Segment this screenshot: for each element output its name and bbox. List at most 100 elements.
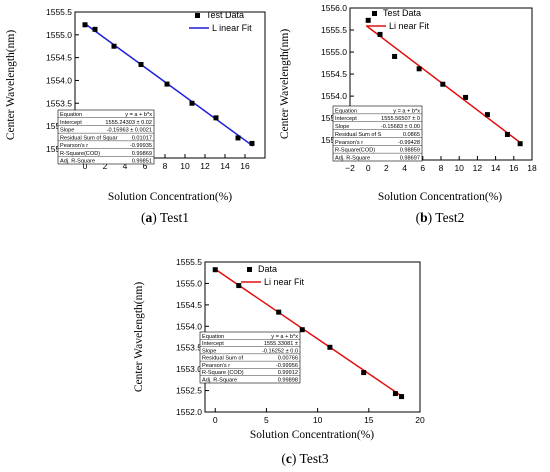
legend-label-data: Test Data bbox=[206, 10, 244, 20]
stats-row-label: Pearson's r bbox=[202, 363, 230, 369]
stats-row-value: 1555.56507 ± 0 bbox=[381, 116, 420, 122]
x-tick-label: 16 bbox=[509, 163, 519, 173]
x-tick-label: 0 bbox=[83, 161, 88, 171]
stats-row-value: y = a + b*x bbox=[125, 112, 152, 118]
legend-label-fit: L inear Fit bbox=[212, 23, 252, 33]
y-tick-label: 1554.5 bbox=[176, 300, 202, 310]
x-tick-label: 14 bbox=[491, 163, 501, 173]
stats-row-label: Pearson's r bbox=[335, 140, 363, 146]
x-tick-label: 2 bbox=[103, 161, 108, 171]
stats-row-label: Slope bbox=[60, 128, 74, 134]
legend-label-data: Test Data bbox=[383, 8, 421, 18]
fit-stats-table bbox=[199, 331, 301, 384]
y-tick-label: 1553.5 bbox=[176, 343, 202, 353]
data-point bbox=[392, 53, 398, 59]
x-tick-label: 0 bbox=[366, 163, 371, 173]
data-point bbox=[299, 327, 305, 333]
y-tick-label: 1553.5 bbox=[46, 98, 72, 108]
stats-row-label: Residual Sum of Squar bbox=[60, 135, 118, 141]
x-axis-label: Solution Concentration(%) bbox=[378, 191, 502, 203]
stats-row-label: Equation bbox=[60, 112, 82, 118]
y-tick-label: 1552.0 bbox=[176, 407, 202, 417]
stats-row-value: 0.99898 bbox=[278, 378, 298, 384]
data-point bbox=[236, 283, 242, 289]
x-tick-label: 10 bbox=[180, 161, 190, 171]
y-tick-label: 1556.0 bbox=[321, 3, 347, 13]
y-tick-label: 1555.0 bbox=[46, 30, 72, 40]
legend-label-data: Data bbox=[258, 264, 277, 274]
data-point bbox=[484, 112, 490, 118]
data-point bbox=[517, 141, 523, 147]
chart-panel-test3: 0 5 10 15 20 1552.0 1552.5 1553.0 1553.5 1554.0 15… bbox=[133, 257, 425, 466]
x-tick-label: 8 bbox=[163, 161, 168, 171]
stats-row-value: -0.99956 bbox=[276, 363, 298, 369]
data-point bbox=[111, 43, 117, 49]
x-tick-label: 15 bbox=[364, 415, 374, 425]
stats-row-label: Intercept bbox=[60, 120, 82, 126]
stats-row-value: -0.15963 ± 0.0021 bbox=[107, 128, 152, 134]
y-tick-label: 1555.5 bbox=[321, 25, 347, 35]
stats-row-label: Equation bbox=[202, 334, 224, 340]
x-tick-label: 2 bbox=[384, 163, 389, 173]
stats-row-value: -0.99428 bbox=[398, 140, 420, 146]
stats-row-value: -0.16252 ± 0.0 bbox=[262, 348, 298, 354]
x-tick-label: 5 bbox=[264, 415, 269, 425]
x-axis-label: Solution Concentration(%) bbox=[108, 191, 232, 203]
linear-fit-line bbox=[213, 267, 404, 398]
stats-row-value: 1555.33081 ± bbox=[264, 341, 298, 347]
x-tick-label: 8 bbox=[439, 163, 444, 173]
stats-row-value: 0.01017 bbox=[132, 135, 152, 141]
y-tick-label: 1553.0 bbox=[176, 364, 202, 374]
stats-row-label: R-Square(COD) bbox=[335, 148, 375, 154]
y-tick-label: 1555.0 bbox=[176, 278, 202, 288]
x-tick-label: 10 bbox=[454, 163, 464, 173]
stats-row-value: -0.99935 bbox=[130, 143, 152, 149]
legend-label-fit: Li near Fit bbox=[389, 21, 430, 31]
stats-row-label: Residual Sum of bbox=[202, 356, 243, 362]
data-point bbox=[327, 344, 333, 350]
y-tick-label: 1555.5 bbox=[46, 7, 72, 17]
data-point bbox=[365, 17, 371, 23]
stats-row-label: Adj. R-Square bbox=[335, 156, 370, 162]
y-tick-label: 1554.0 bbox=[46, 75, 72, 85]
legend-marker-data bbox=[372, 11, 377, 16]
x-tick-label: 12 bbox=[473, 163, 483, 173]
stats-row-label: Residual Sum of S bbox=[335, 132, 382, 138]
stats-row-value: 0.98697 bbox=[400, 156, 420, 162]
x-axis-label: Solution Concentration(%) bbox=[250, 429, 374, 441]
y-tick-label: 1552.5 bbox=[176, 386, 202, 396]
stats-row-label: Slope bbox=[335, 124, 349, 130]
y-tick-label: 1554.0 bbox=[321, 91, 347, 101]
chart-panel-test2: −20246810121416181553.01553.51554.01554.… bbox=[279, 3, 537, 225]
x-tick-label: 16 bbox=[240, 161, 250, 171]
x-tick-label: 18 bbox=[527, 163, 537, 173]
data-point bbox=[164, 81, 170, 87]
data-point bbox=[82, 22, 88, 28]
data-point bbox=[212, 267, 218, 273]
stats-row-label: Slope bbox=[202, 348, 216, 354]
stats-row-value: y = a + b*x bbox=[271, 334, 298, 340]
data-point bbox=[189, 100, 195, 106]
plot-frame bbox=[74, 11, 266, 159]
data-point bbox=[213, 115, 219, 121]
panel-caption: (b) Test2 bbox=[416, 210, 465, 225]
x-tick-label: 20 bbox=[415, 415, 425, 425]
chart-panel-test1: 02468101214161552.51553.01553.51554.0155… bbox=[5, 7, 266, 225]
data-point bbox=[276, 309, 282, 315]
stats-row-value: 0.99869 bbox=[132, 151, 152, 157]
panel-caption: (c) Test3 bbox=[281, 451, 328, 466]
stats-row-value: 0.0865 bbox=[403, 132, 420, 138]
legend-marker-data bbox=[195, 13, 200, 18]
stats-row-value: 0.99851 bbox=[132, 159, 152, 165]
stats-row-value: 1555.24303 ± 0.02 bbox=[105, 120, 152, 126]
x-tick-label: 14 bbox=[220, 161, 230, 171]
x-tick-label: 12 bbox=[200, 161, 210, 171]
panel-caption: (a) Test1 bbox=[141, 210, 189, 225]
data-point bbox=[377, 31, 383, 37]
data-point bbox=[463, 94, 469, 100]
x-tick-label: 4 bbox=[123, 161, 128, 171]
y-axis-label: Center Wavelength(nm) bbox=[5, 30, 17, 140]
fit-stats-table bbox=[332, 105, 423, 162]
data-point bbox=[416, 66, 422, 72]
